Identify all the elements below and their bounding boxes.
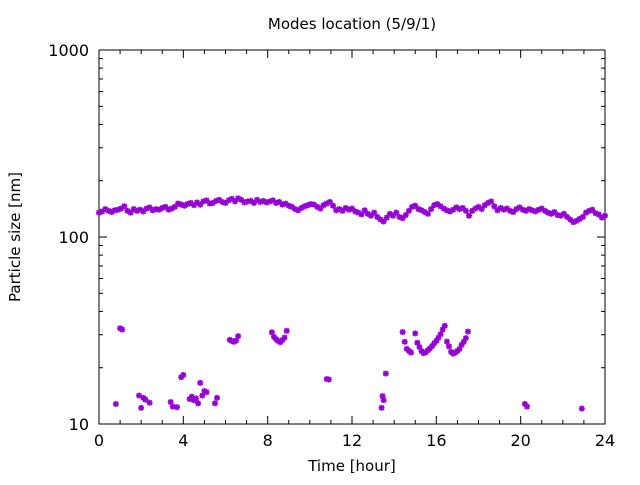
data-point <box>146 204 153 211</box>
data-point <box>283 327 290 334</box>
data-point <box>443 338 450 345</box>
data-point <box>466 212 473 219</box>
data-point <box>382 370 389 377</box>
data-point <box>146 399 153 406</box>
data-point <box>428 206 435 213</box>
axis-ticks <box>98 49 606 425</box>
data-point <box>424 210 431 217</box>
x-tick-label: 0 <box>94 431 104 450</box>
x-tick-label: 4 <box>178 431 188 450</box>
data-point <box>197 379 204 386</box>
y-axis-label: Particle size [nm] <box>6 172 24 302</box>
data-point <box>408 349 415 356</box>
data-point <box>462 207 469 214</box>
data-point <box>330 202 337 209</box>
x-tick-label: 20 <box>510 431 530 450</box>
data-point <box>402 212 409 219</box>
data-point <box>180 371 187 378</box>
data-point <box>195 400 202 407</box>
x-tick-label: 12 <box>342 431 362 450</box>
data-point <box>488 198 495 205</box>
data-point <box>393 209 400 216</box>
data-point <box>437 331 444 338</box>
data-markers <box>96 195 608 412</box>
plot-frame <box>98 49 606 425</box>
axis-tick-labels: 0 4 8 12 16 20 24 10 100 1000 <box>48 41 615 450</box>
data-point <box>119 326 126 333</box>
data-point <box>211 400 218 407</box>
data-point <box>325 376 332 383</box>
data-point <box>190 202 197 209</box>
x-axis-label: Time [hour] <box>307 457 396 475</box>
data-point <box>378 404 385 411</box>
data-point <box>192 395 199 402</box>
data-point <box>174 404 181 411</box>
data-point <box>380 397 387 404</box>
y-tick-label: 1000 <box>48 41 89 60</box>
x-tick-label: 8 <box>263 431 273 450</box>
data-point <box>535 206 542 213</box>
data-point <box>268 329 275 336</box>
data-point <box>162 203 169 210</box>
data-point <box>214 394 221 401</box>
data-point <box>578 405 585 412</box>
y-tick-label: 10 <box>69 415 89 434</box>
data-point <box>138 404 145 411</box>
data-point <box>579 213 586 220</box>
data-point <box>399 329 406 336</box>
data-point <box>233 337 240 344</box>
data-point <box>371 209 378 216</box>
data-point <box>358 211 365 218</box>
chart-title: Modes location (5/9/1) <box>268 15 436 33</box>
data-point <box>112 400 119 407</box>
data-point <box>464 328 471 335</box>
data-point <box>399 215 406 222</box>
data-point <box>523 403 530 410</box>
data-point <box>445 343 452 350</box>
x-tick-label: 16 <box>426 431 446 450</box>
data-point <box>602 212 608 219</box>
data-point <box>142 396 149 403</box>
data-point <box>235 333 242 340</box>
data-point <box>203 389 210 396</box>
data-point <box>401 338 408 345</box>
data-point <box>412 330 419 337</box>
data-point <box>121 203 128 210</box>
data-point <box>203 197 210 204</box>
x-tick-label: 24 <box>595 431 615 450</box>
data-point <box>532 208 539 215</box>
data-point <box>570 219 577 226</box>
data-point <box>441 322 448 329</box>
data-point <box>136 392 143 399</box>
data-point <box>462 335 469 342</box>
y-tick-label: 100 <box>58 228 89 247</box>
data-point <box>541 207 548 214</box>
data-point <box>281 334 288 341</box>
